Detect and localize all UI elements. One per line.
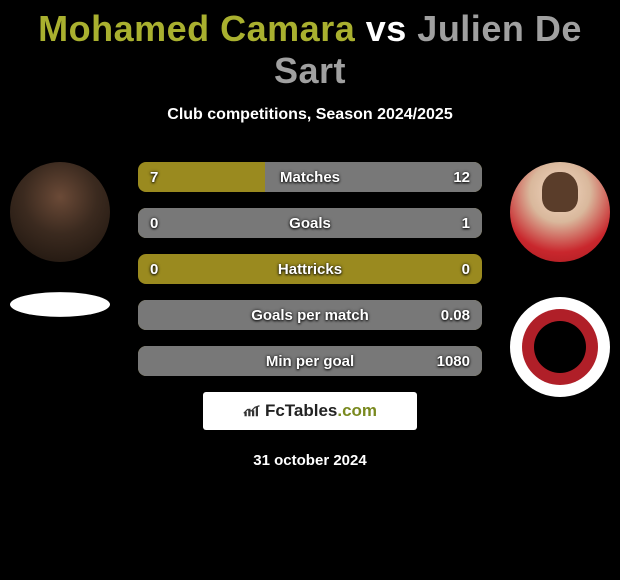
subtitle: Club competitions, Season 2024/2025 (0, 106, 620, 124)
bar-left-value: 0 (150, 254, 158, 284)
bar-right-value: 0 (462, 254, 470, 284)
bar-row: Hattricks0 0 (138, 254, 482, 284)
source-badge-text: FcTables.com (265, 401, 377, 421)
source-badge: FcTables.com (203, 392, 417, 430)
bar-stat-label: Min per goal (138, 346, 482, 376)
player-1-avatar (10, 162, 110, 262)
player-1-club-logo (10, 292, 110, 317)
bar-right-value: 12 (453, 162, 470, 192)
player-2-club-logo (510, 297, 610, 397)
comparison-bars: Matches712Goals01Hattricks00Goals per ma… (138, 162, 482, 392)
brand-suffix: .com (337, 401, 377, 420)
comparison-title: Mohamed Camara vs Julien De Sart (0, 0, 620, 92)
date-label: 31 october 2024 (0, 452, 620, 469)
bar-right-value: 1080 (437, 346, 470, 376)
bar-row: Goals per match0.08 (138, 300, 482, 330)
bar-left-value: 0 (150, 208, 158, 238)
bar-stat-label: Matches (138, 162, 482, 192)
bar-row: Min per goal1080 (138, 346, 482, 376)
bar-right-value: 1 (462, 208, 470, 238)
bar-stat-label: Hattricks (138, 254, 482, 284)
brand-name: FcTables (265, 401, 337, 420)
bar-stat-label: Goals (138, 208, 482, 238)
title-player-1: Mohamed Camara (38, 8, 355, 49)
player-2-avatar (510, 162, 610, 262)
bar-left-value: 7 (150, 162, 158, 192)
bar-stat-label: Goals per match (138, 300, 482, 330)
bar-row: Goals0 1 (138, 208, 482, 238)
bar-right-value: 0.08 (441, 300, 470, 330)
bar-row: Matches7 12 (138, 162, 482, 192)
title-vs: vs (355, 8, 417, 49)
chart-icon (243, 404, 261, 418)
